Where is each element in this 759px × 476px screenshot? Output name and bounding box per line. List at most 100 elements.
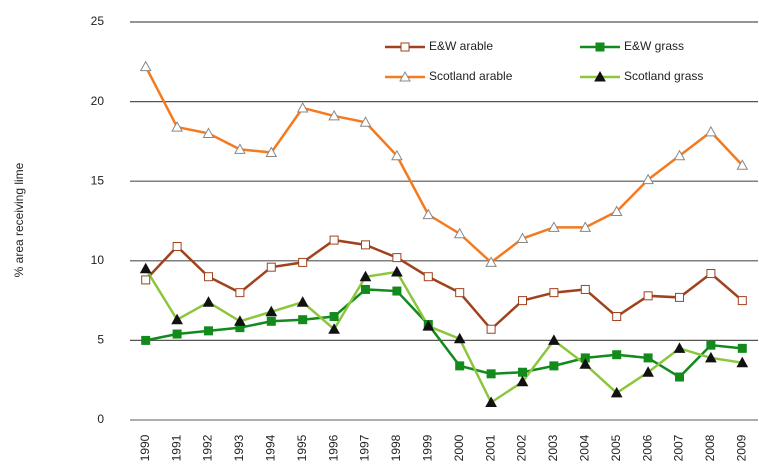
data-point bbox=[139, 60, 152, 72]
data-point bbox=[266, 316, 276, 326]
y-tick-label: 5 bbox=[97, 333, 104, 347]
data-point bbox=[359, 270, 372, 282]
data-point bbox=[265, 305, 278, 317]
data-point bbox=[485, 256, 497, 267]
data-point bbox=[422, 320, 435, 331]
data-point bbox=[141, 275, 151, 285]
data-point bbox=[516, 232, 529, 244]
data-point bbox=[329, 235, 339, 245]
data-point bbox=[171, 313, 183, 325]
data-point bbox=[235, 288, 245, 298]
x-tick-label: 2009 bbox=[734, 434, 748, 461]
data-point bbox=[675, 372, 684, 382]
data-point bbox=[485, 396, 497, 407]
data-point bbox=[737, 343, 747, 353]
data-point bbox=[736, 356, 749, 368]
data-point bbox=[392, 286, 402, 296]
data-point bbox=[610, 386, 623, 398]
x-tick-label: 1993 bbox=[232, 434, 246, 461]
legend-label: Scotland grass bbox=[624, 69, 703, 83]
x-tick-label: 2006 bbox=[640, 434, 654, 461]
x-tick-label: 1990 bbox=[138, 434, 152, 461]
legend-marker bbox=[399, 70, 411, 82]
x-tick-label: 1995 bbox=[295, 434, 309, 461]
legend-marker bbox=[594, 70, 606, 82]
data-point bbox=[675, 292, 684, 302]
data-point bbox=[298, 257, 308, 267]
data-point bbox=[453, 227, 466, 239]
x-tick-label: 1998 bbox=[389, 434, 403, 461]
data-point bbox=[202, 296, 215, 307]
data-point bbox=[423, 272, 433, 282]
data-point bbox=[204, 326, 213, 336]
data-point bbox=[202, 127, 215, 138]
data-point bbox=[736, 159, 749, 170]
data-point bbox=[706, 269, 716, 279]
data-point bbox=[361, 284, 370, 294]
data-point bbox=[171, 121, 183, 132]
data-point bbox=[486, 369, 496, 379]
data-point bbox=[359, 116, 372, 127]
data-point bbox=[234, 143, 246, 154]
data-point bbox=[643, 353, 653, 363]
legend-marker bbox=[400, 42, 410, 52]
data-point bbox=[204, 272, 213, 282]
x-tick-label: 2005 bbox=[609, 434, 623, 461]
y-tick-label: 25 bbox=[91, 14, 105, 28]
x-tick-label: 1997 bbox=[358, 434, 372, 461]
data-point bbox=[172, 241, 182, 251]
data-point bbox=[361, 240, 370, 250]
data-point bbox=[296, 296, 309, 307]
data-point bbox=[549, 288, 559, 298]
data-point bbox=[610, 205, 623, 216]
x-tick-label: 2003 bbox=[546, 434, 560, 461]
x-tick-label: 1996 bbox=[326, 434, 340, 461]
data-point bbox=[612, 312, 622, 322]
data-point bbox=[296, 101, 309, 113]
x-tick-label: 2000 bbox=[452, 434, 466, 461]
y-tick-label: 15 bbox=[91, 173, 105, 187]
data-point bbox=[642, 173, 654, 185]
data-point bbox=[673, 149, 686, 161]
x-tick-label: 2001 bbox=[483, 434, 497, 461]
data-point bbox=[548, 334, 560, 345]
data-point bbox=[673, 342, 686, 353]
series-line bbox=[144, 66, 744, 265]
data-point bbox=[391, 149, 403, 161]
data-point bbox=[265, 146, 278, 158]
series-line bbox=[144, 268, 743, 405]
data-point bbox=[139, 262, 152, 274]
data-point bbox=[455, 288, 465, 298]
x-tick-label: 1994 bbox=[263, 434, 277, 461]
data-point bbox=[486, 324, 496, 334]
data-point bbox=[328, 109, 340, 121]
data-point bbox=[518, 296, 527, 306]
x-tick-label: 2004 bbox=[577, 434, 591, 461]
data-point bbox=[705, 351, 717, 363]
x-tick-label: 2002 bbox=[515, 434, 529, 461]
data-point bbox=[392, 253, 402, 263]
x-tick-label: 2007 bbox=[672, 434, 686, 461]
data-point bbox=[643, 291, 653, 301]
data-point bbox=[266, 262, 276, 272]
x-tick-label: 1999 bbox=[420, 434, 434, 461]
data-point bbox=[516, 375, 529, 387]
series-line bbox=[145, 288, 743, 379]
data-point bbox=[705, 125, 717, 137]
legend-label: Scotland arable bbox=[429, 69, 513, 83]
data-point bbox=[298, 315, 308, 325]
data-point bbox=[580, 284, 590, 294]
y-tick-label: 0 bbox=[97, 412, 104, 426]
data-point bbox=[234, 315, 246, 326]
data-point bbox=[579, 221, 592, 232]
x-tick-label: 1991 bbox=[169, 434, 183, 461]
data-point bbox=[737, 296, 747, 306]
data-point bbox=[706, 340, 716, 350]
x-tick-label: 1992 bbox=[201, 434, 215, 461]
data-point bbox=[549, 361, 559, 371]
data-point bbox=[518, 367, 527, 377]
data-point bbox=[612, 350, 622, 360]
data-point bbox=[328, 323, 340, 334]
x-tick-label: 2008 bbox=[703, 434, 717, 461]
data-point bbox=[548, 221, 560, 232]
